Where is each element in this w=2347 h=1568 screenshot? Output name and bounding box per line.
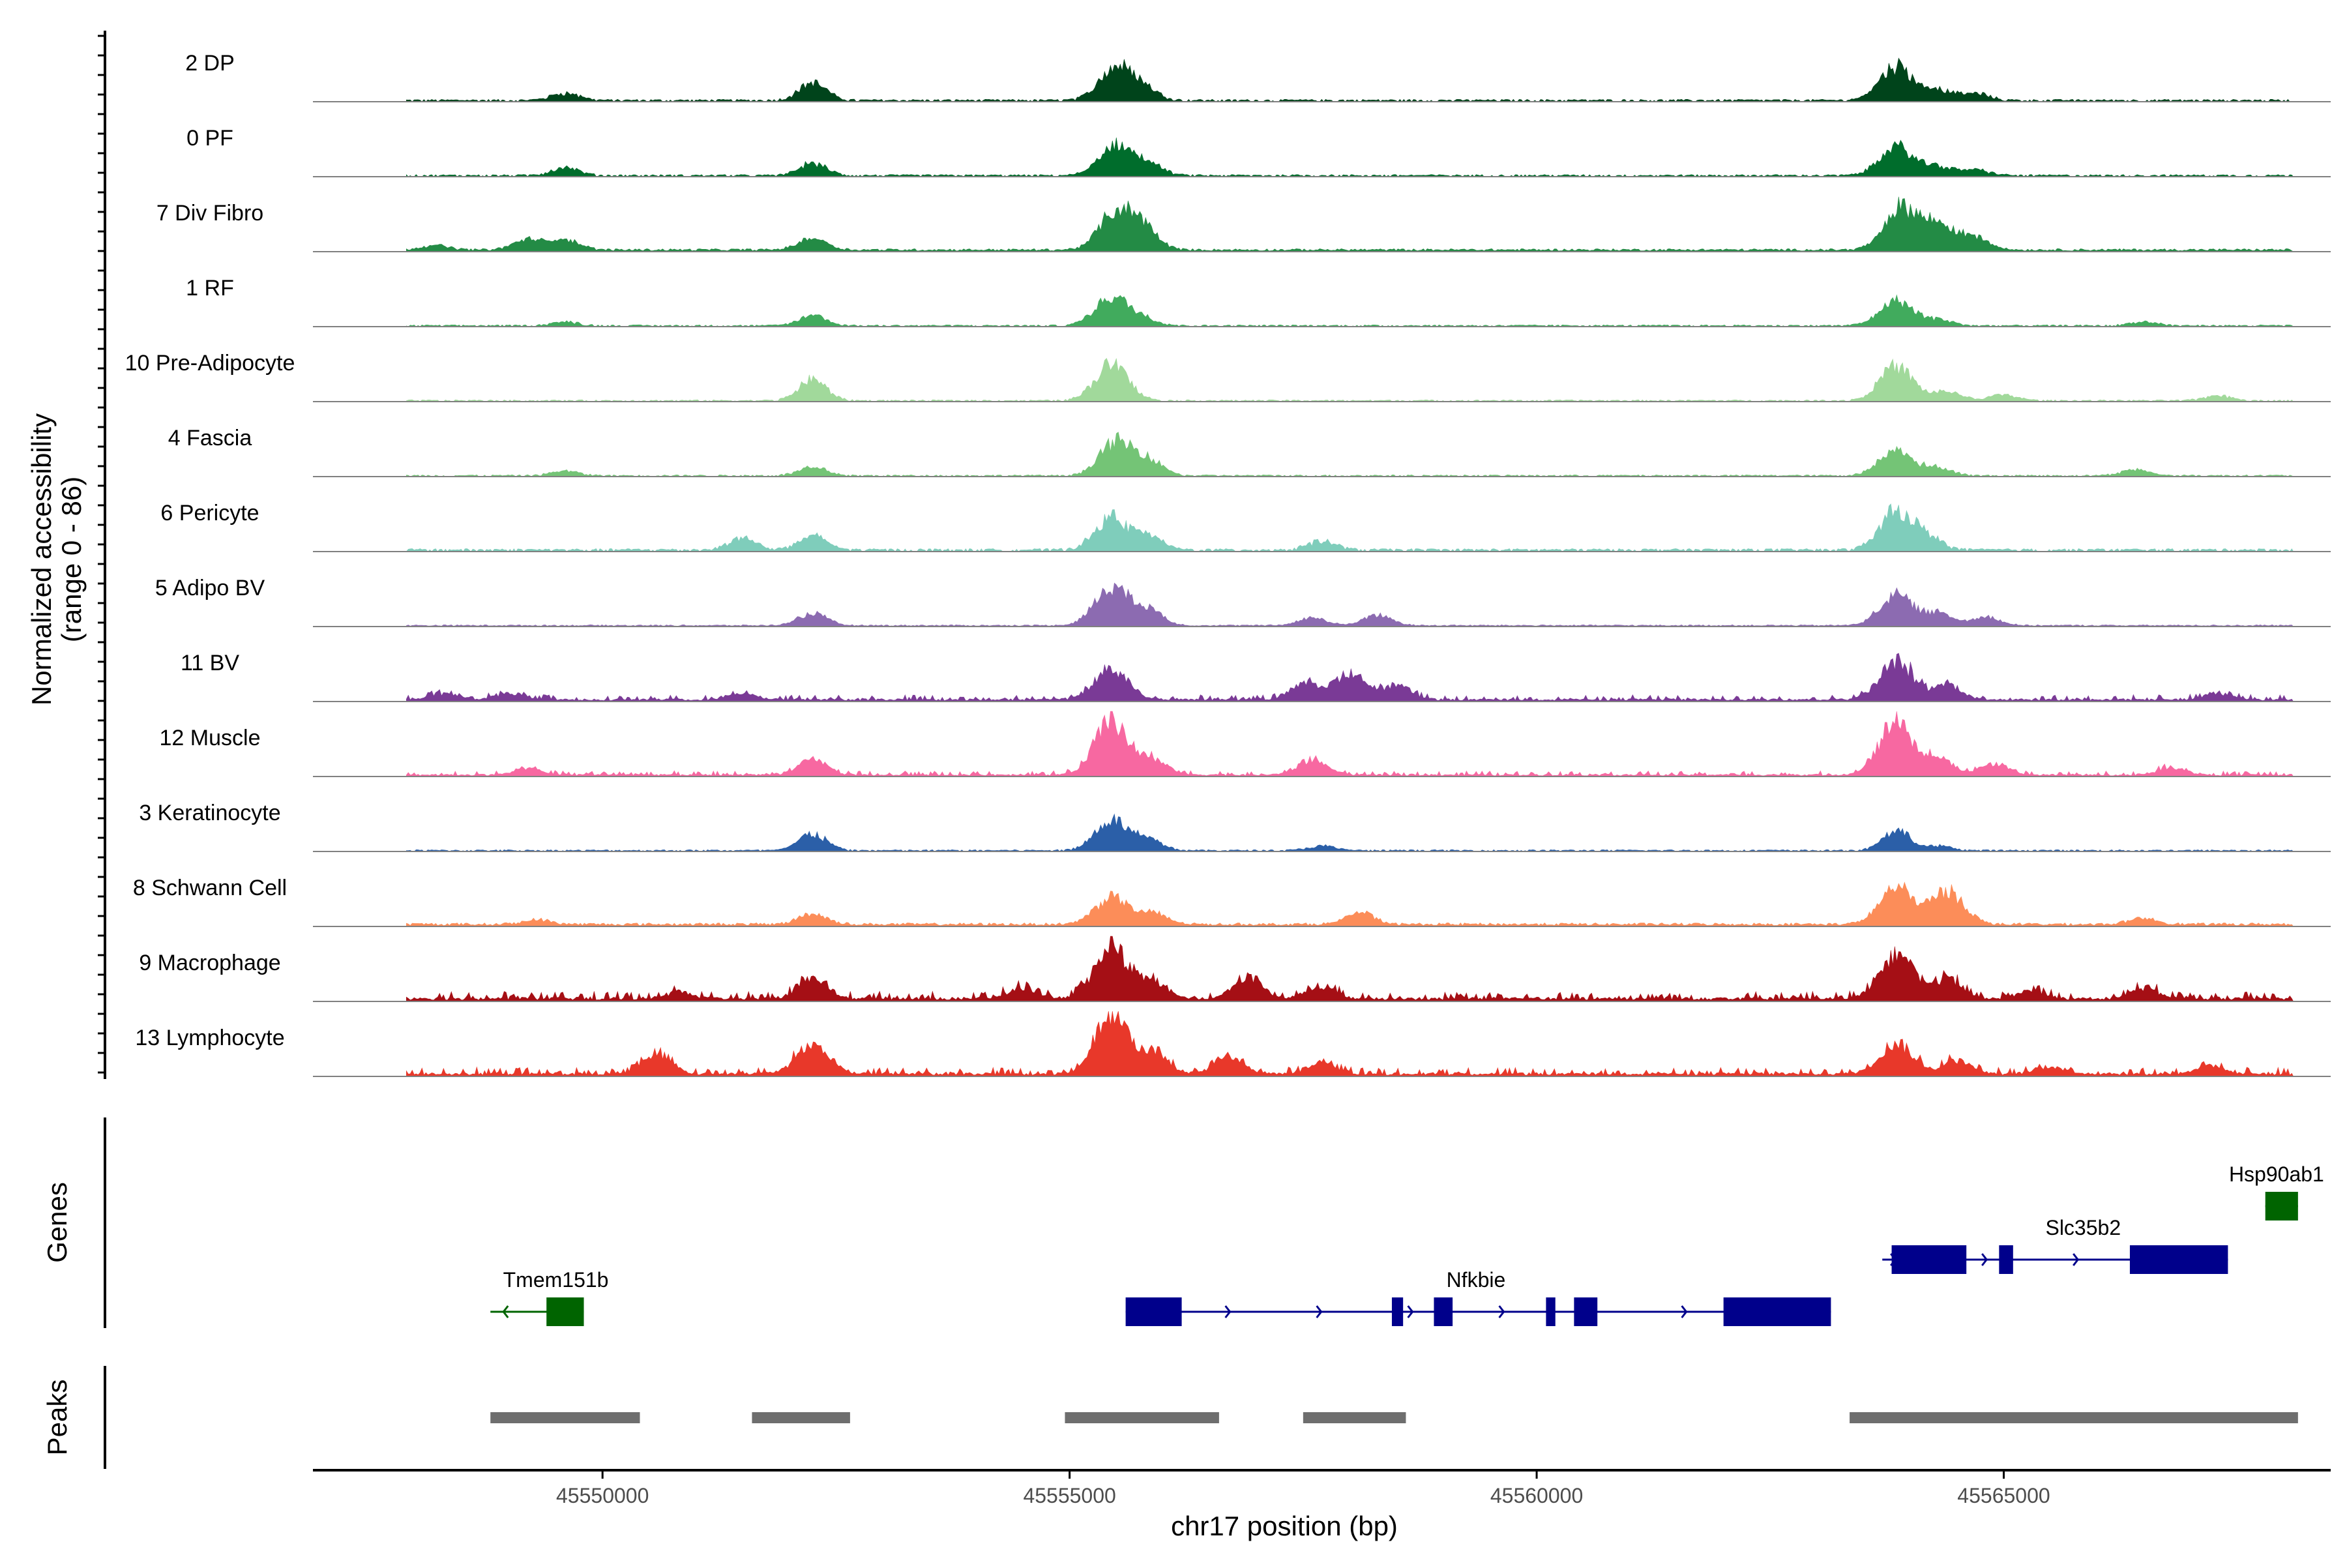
strand-chevron [1981, 1253, 1988, 1266]
strand-chevron [2073, 1253, 2080, 1266]
track-13: 13 Lymphocyte [135, 1011, 2331, 1077]
exon-box [1434, 1297, 1453, 1326]
track-coverage-area [406, 357, 2294, 402]
track-coverage-area [406, 196, 2294, 252]
track-coverage-area [406, 813, 2294, 852]
gene-nfkbie: Nfkbie [1125, 1268, 1831, 1326]
strand-chevron [1224, 1305, 1232, 1318]
track-2: 7 Div Fibro [156, 196, 2331, 252]
track-label: 13 Lymphocyte [135, 1026, 284, 1050]
track-coverage-area [406, 711, 2294, 777]
peak-region-bar [490, 1412, 640, 1423]
track-5: 4 Fascia [168, 426, 2331, 477]
track-coverage-area [406, 653, 2294, 702]
exon-box [1574, 1297, 1598, 1326]
track-label: 7 Div Fibro [156, 201, 263, 226]
coverage-y-ticks [98, 35, 105, 1074]
track-4: 10 Pre-Adipocyte [125, 351, 2331, 402]
exon-box [1125, 1297, 1182, 1326]
track-label: 6 Pericyte [160, 501, 259, 525]
track-label: 2 DP [185, 51, 235, 76]
track-label: 5 Adipo BV [155, 576, 265, 600]
x-tick-label: 45555000 [1023, 1484, 1115, 1507]
track-11: 8 Schwann Cell [133, 876, 2331, 927]
exon-box [1999, 1245, 2013, 1274]
gene-models: Tmem151b Nfkbie Slc35b2 Hsp90ab1 [490, 1162, 2324, 1326]
track-3: 1 RF [186, 276, 2331, 327]
track-coverage-area [406, 432, 2294, 477]
track-label: 3 Keratinocyte [139, 801, 280, 825]
track-label: 11 BV [181, 651, 239, 675]
track-coverage-area [406, 137, 2294, 177]
gene-label: Tmem151b [503, 1268, 609, 1292]
x-axis-ticks: 45550000 45555000 45560000 45565000 [556, 1470, 2050, 1507]
track-8: 11 BV [181, 651, 2331, 702]
track-label: 0 PF [186, 126, 233, 151]
genes-panel-label: Genes [42, 1182, 72, 1263]
strand-chevron [1316, 1305, 1323, 1318]
peaks-panel-label: Peaks [42, 1380, 72, 1456]
peak-region-bar [752, 1412, 850, 1423]
strand-chevron [1498, 1305, 1505, 1318]
exon-box [1391, 1297, 1404, 1326]
track-10: 3 Keratinocyte [139, 801, 2331, 852]
coverage-tracks: 2 DP 0 PF 7 Div Fibro 1 RF 10 Pre-Adipocyte 4… [125, 51, 2331, 1077]
gene-hsp90ab1: Hsp90ab1 [2229, 1162, 2324, 1220]
track-coverage-area [406, 57, 2294, 102]
track-1: 0 PF [186, 126, 2331, 177]
peak-region-bar [1850, 1412, 2298, 1423]
strand-chevron [1681, 1305, 1688, 1318]
exon-box [1891, 1245, 1967, 1274]
track-7: 5 Adipo BV [155, 576, 2331, 627]
track-coverage-area [406, 881, 2294, 927]
x-axis-label: chr17 position (bp) [1171, 1511, 1398, 1541]
track-9: 12 Muscle [160, 711, 2331, 777]
track-6: 6 Pericyte [160, 501, 2331, 552]
peak-regions [490, 1412, 2298, 1423]
track-label: 1 RF [186, 276, 234, 301]
strand-chevron [1407, 1305, 1414, 1318]
gene-label: Hsp90ab1 [2229, 1162, 2324, 1186]
y-axis-label-line2: (range 0 - 86) [56, 477, 87, 642]
exon-box [1546, 1297, 1556, 1326]
gene-label: Slc35b2 [2045, 1216, 2121, 1239]
track-coverage-area [406, 582, 2294, 627]
gene-tmem151b: Tmem151b [490, 1268, 608, 1326]
y-axis-label-line1: Normalized accessibility [26, 413, 57, 705]
exon-box [1723, 1297, 1831, 1326]
x-tick-label: 45565000 [1957, 1484, 2050, 1507]
track-0: 2 DP [185, 51, 2331, 102]
x-tick-label: 45550000 [556, 1484, 649, 1507]
track-label: 10 Pre-Adipocyte [125, 351, 295, 376]
x-tick-label: 45560000 [1490, 1484, 1583, 1507]
peak-region-bar [1303, 1412, 1406, 1423]
strand-chevron [502, 1305, 509, 1318]
track-coverage-area [406, 936, 2294, 1002]
track-label: 8 Schwann Cell [133, 876, 287, 900]
track-coverage-area [406, 294, 2294, 327]
peak-region-bar [1065, 1412, 1219, 1423]
track-coverage-area [406, 1011, 2294, 1077]
exon-box [2265, 1192, 2298, 1220]
gene-label: Nfkbie [1447, 1268, 1506, 1292]
exon-box [546, 1297, 584, 1326]
track-coverage-area [406, 503, 2294, 552]
exon-box [2129, 1245, 2228, 1274]
track-label: 9 Macrophage [139, 951, 280, 975]
track-label: 4 Fascia [168, 426, 252, 451]
track-label: 12 Muscle [160, 726, 261, 750]
gene-slc35b2: Slc35b2 [1882, 1216, 2228, 1274]
track-12: 9 Macrophage [139, 936, 2331, 1002]
